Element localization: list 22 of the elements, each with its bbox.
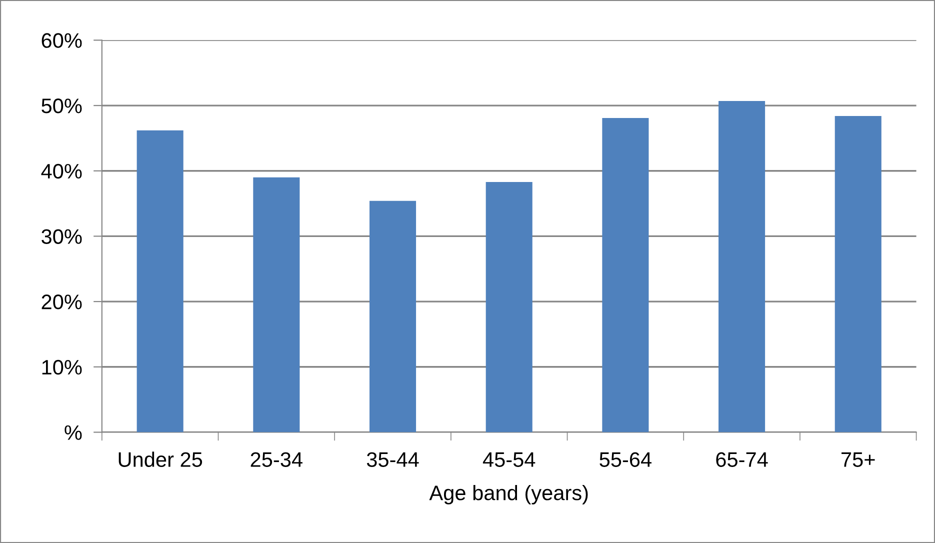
bar bbox=[370, 200, 416, 432]
y-tick-label: 60% bbox=[42, 33, 82, 48]
y-tick-label: 20% bbox=[42, 294, 82, 310]
x-tick-label: 65-74 bbox=[716, 452, 768, 467]
y-tick-label: 10% bbox=[42, 360, 82, 375]
y-tick-label: % bbox=[64, 425, 82, 440]
x-axis-title: Age band (years) bbox=[429, 484, 588, 504]
x-tick-label: 25-34 bbox=[250, 452, 302, 467]
bar bbox=[486, 182, 532, 432]
x-tick-label: 75+ bbox=[842, 452, 875, 467]
bar bbox=[136, 130, 184, 432]
x-tick-label: 55-64 bbox=[600, 452, 652, 467]
x-tick-label: 35-44 bbox=[366, 452, 419, 467]
bar bbox=[834, 116, 882, 432]
bar bbox=[602, 118, 649, 432]
bar bbox=[253, 177, 300, 432]
y-tick-label: 40% bbox=[41, 164, 82, 179]
x-tick-label: 45-54 bbox=[482, 452, 536, 467]
bar bbox=[718, 100, 766, 432]
y-tick-label: 50% bbox=[42, 98, 82, 114]
x-tick-label: Under 25 bbox=[118, 452, 202, 467]
y-tick-label: 30% bbox=[42, 229, 82, 244]
